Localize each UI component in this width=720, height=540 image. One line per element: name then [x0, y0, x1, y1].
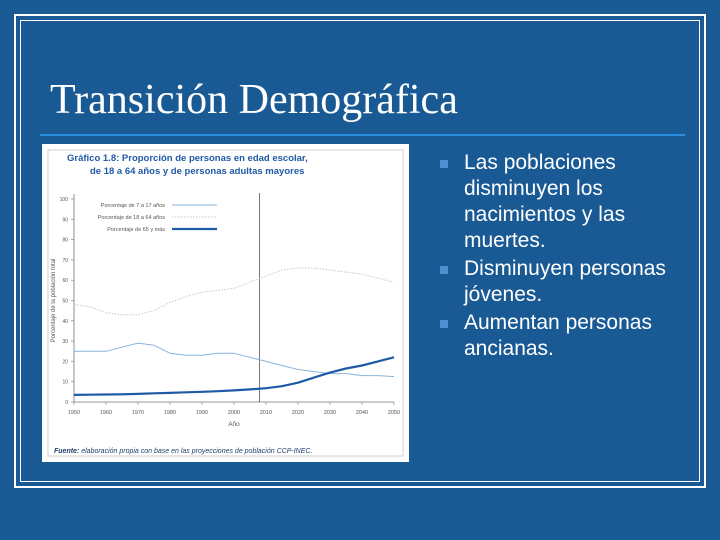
- y-tick-label: 90: [62, 217, 68, 223]
- bullet-item: Aumentan personas ancianas.: [440, 310, 690, 362]
- bullet-square-icon: [440, 320, 448, 328]
- legend-label: Porcentaje de 7 a 17 años: [101, 203, 165, 209]
- slide-inner-border: [20, 20, 700, 482]
- y-tick-label: 60: [62, 278, 68, 284]
- chart-source-note: Fuente: elaboración propia con base en l…: [54, 448, 312, 455]
- legend-label: Porcentaje de 18 a 64 años: [98, 215, 166, 221]
- source-prefix: Fuente:: [54, 448, 79, 455]
- series-line: [73, 267, 395, 316]
- y-axis-label: Porcentaje de la población total: [51, 259, 57, 343]
- y-tick-label: 100: [60, 197, 69, 203]
- x-axis-label: Año: [228, 421, 240, 428]
- y-tick-label: 50: [62, 299, 68, 305]
- slide-title: Transición Demográfica: [50, 77, 458, 123]
- x-tick-label: 1960: [100, 410, 112, 416]
- legend-label: Porcentaje de 65 y más: [107, 227, 165, 233]
- bullet-item: Las poblaciones disminuyen los nacimient…: [440, 150, 690, 254]
- bullet-list: Las poblaciones disminuyen los nacimient…: [440, 150, 690, 364]
- bullet-square-icon: [440, 160, 448, 168]
- x-tick-label: 2040: [356, 410, 368, 416]
- y-tick-label: 10: [62, 380, 68, 386]
- bullet-text: Disminuyen personas jóvenes.: [464, 257, 666, 306]
- bullet-square-icon: [440, 266, 448, 274]
- x-tick-label: 1980: [164, 410, 176, 416]
- bullet-item: Disminuyen personas jóvenes.: [440, 256, 690, 308]
- y-tick-label: 20: [62, 359, 68, 365]
- slide-outer-border: [14, 14, 706, 488]
- y-tick-label: 80: [62, 238, 68, 244]
- y-tick-label: 70: [62, 258, 68, 264]
- chart-title-line: Gráfico 1.8: Proporción de personas en e…: [67, 153, 308, 164]
- series-line: [73, 356, 395, 396]
- x-tick-label: 2050: [388, 410, 400, 416]
- x-tick-label: 1950: [68, 410, 80, 416]
- y-tick-label: 30: [62, 339, 68, 345]
- chart-title-line: de 18 a 64 años y de personas adultas ma…: [90, 166, 304, 177]
- x-tick-label: 2030: [324, 410, 336, 416]
- y-tick-label: 40: [62, 319, 68, 325]
- y-tick-label: 0: [65, 400, 68, 406]
- x-tick-label: 2000: [228, 410, 240, 416]
- source-text: elaboración propia con base en las proye…: [79, 448, 312, 455]
- demographic-chart: Gráfico 1.8: Proporción de personas en e…: [47, 149, 404, 457]
- x-tick-label: 2020: [292, 410, 304, 416]
- x-tick-label: 1970: [132, 410, 144, 416]
- bullet-text: Las poblaciones disminuyen los nacimient…: [464, 151, 626, 252]
- bullet-text: Aumentan personas ancianas.: [464, 311, 652, 360]
- series-line: [74, 342, 395, 378]
- chart-border: [47, 149, 404, 457]
- chart-figure: Gráfico 1.8: Proporción de personas en e…: [42, 144, 409, 462]
- x-tick-label: 2010: [260, 410, 272, 416]
- title-divider: [40, 134, 685, 136]
- x-tick-label: 1990: [196, 410, 208, 416]
